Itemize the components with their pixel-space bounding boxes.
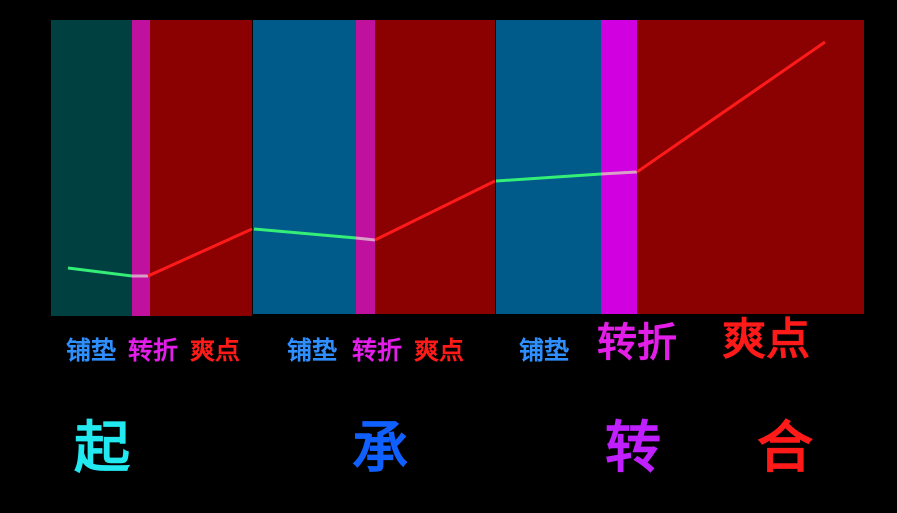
turn-label-3: 转折 <box>597 320 677 366</box>
stage-zhuan: 转 <box>605 415 661 481</box>
setup-label-1: 铺垫 <box>66 336 117 365</box>
turn-label-2: 转折 <box>352 336 403 365</box>
payoff-label-2: 爽点 <box>414 336 465 365</box>
stage-qi: 起 <box>74 415 130 481</box>
turn-line-2 <box>355 236 376 242</box>
setup-label-3: 铺垫 <box>519 336 570 365</box>
turn-block-2 <box>356 20 375 314</box>
payoff-label-1: 爽点 <box>190 336 241 365</box>
setup-line-3 <box>495 172 602 183</box>
payoff-line-2 <box>374 179 496 242</box>
setup-block-3 <box>496 20 601 314</box>
payoff-label-3: 爽点 <box>722 314 810 365</box>
payoff-line-3 <box>636 40 826 174</box>
payoff-block-3 <box>637 20 864 314</box>
setup-line-2 <box>253 227 357 240</box>
payoff-block-2 <box>375 20 495 314</box>
payoff-line-1 <box>147 227 253 278</box>
turn-label-1: 转折 <box>128 336 179 365</box>
setup-block-2 <box>253 20 356 314</box>
turn-line-3 <box>600 170 638 176</box>
turn-block-3 <box>601 20 637 314</box>
payoff-block-1 <box>150 20 252 316</box>
stage-he: 合 <box>757 415 813 481</box>
stage-cheng: 承 <box>352 415 408 481</box>
setup-label-2: 铺垫 <box>287 336 338 365</box>
setup-block-1 <box>51 20 132 316</box>
setup-line-1 <box>67 266 133 278</box>
turn-block-1 <box>132 20 150 316</box>
